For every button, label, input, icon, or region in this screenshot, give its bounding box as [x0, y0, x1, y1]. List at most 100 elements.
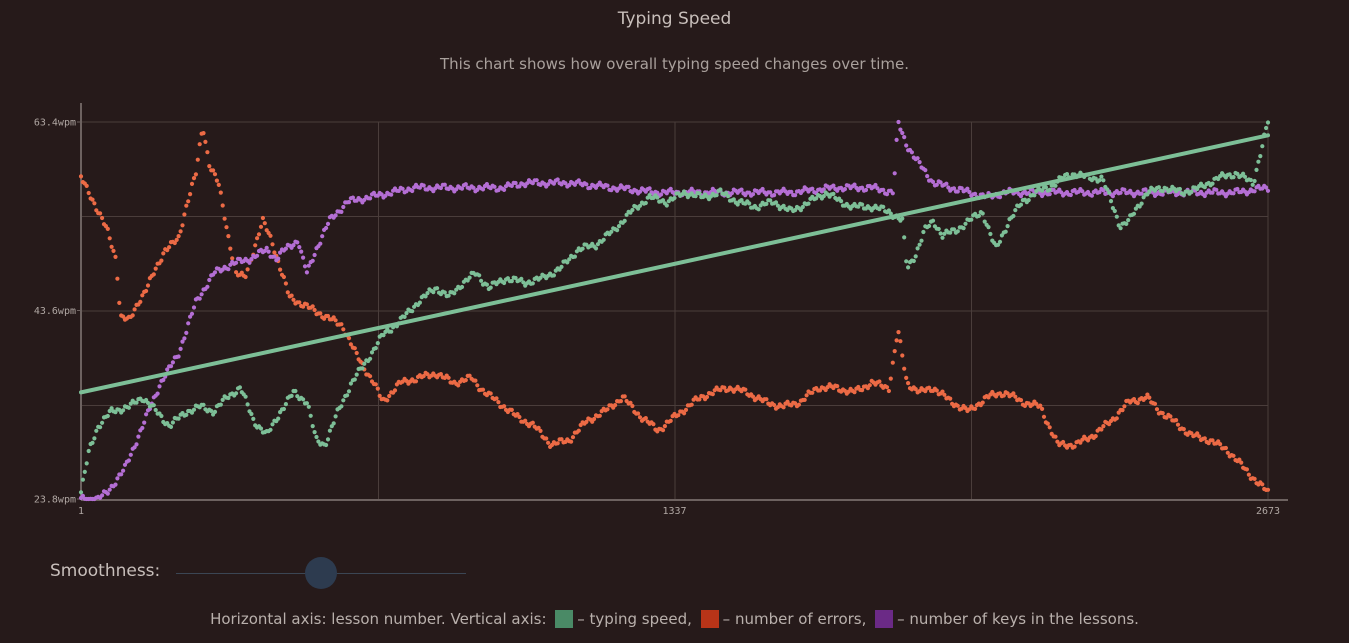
smoothness-slider[interactable] — [176, 556, 466, 590]
series-number-of-keys-in-the-lessons-point — [739, 187, 744, 192]
x-tick-label-1: 1337 — [662, 506, 686, 517]
series-number-of-errors-point — [1231, 453, 1236, 458]
series-typing-speed-point — [731, 197, 736, 202]
series-number-of-errors-point — [569, 439, 574, 444]
series-number-of-errors-point — [718, 388, 723, 393]
series-number-of-errors-point — [605, 407, 610, 412]
series-number-of-errors-point — [980, 400, 985, 405]
series-number-of-errors-point — [710, 392, 715, 397]
series-number-of-keys-in-the-lessons-point — [299, 249, 304, 254]
series-number-of-keys-in-the-lessons-point — [247, 260, 252, 265]
series-number-of-keys-in-the-lessons-point — [199, 292, 204, 297]
series-number-of-errors-point — [1001, 393, 1006, 398]
series-typing-speed-point — [1124, 221, 1129, 226]
series-number-of-keys-in-the-lessons-point — [875, 186, 880, 191]
series-typing-speed-point — [781, 203, 786, 208]
series-number-of-errors-point — [896, 330, 901, 335]
series-number-of-errors-point — [927, 385, 932, 390]
series-number-of-errors-point — [195, 157, 200, 162]
series-number-of-errors-point — [413, 379, 419, 384]
series-typing-speed-point — [955, 229, 960, 234]
series-number-of-keys-in-the-lessons-point — [272, 254, 277, 259]
series-number-of-keys-in-the-lessons-point — [915, 156, 920, 161]
series-number-of-errors-point — [304, 302, 309, 307]
series-number-of-errors-point — [475, 383, 480, 388]
series-typing-speed-point — [1202, 185, 1207, 190]
series-typing-speed-point — [324, 442, 329, 448]
series-number-of-errors-point — [494, 396, 499, 401]
series-typing-speed-point — [917, 242, 922, 247]
series-number-of-errors-point — [456, 383, 461, 388]
series-typing-speed-point — [821, 194, 826, 199]
series-typing-speed-point — [360, 366, 365, 371]
series-number-of-errors-point — [886, 388, 892, 394]
series-typing-speed-point — [402, 314, 407, 319]
series-typing-speed-point — [1264, 125, 1269, 131]
series-typing-speed-point — [94, 428, 99, 433]
series-number-of-keys-in-the-lessons-point — [180, 339, 185, 344]
series-number-of-keys-in-the-lessons-point — [896, 119, 901, 125]
series-number-of-errors-point — [1041, 414, 1047, 419]
legend-swatch-keys — [875, 610, 894, 628]
series-typing-speed-point — [793, 208, 798, 213]
series-typing-speed-point — [209, 408, 214, 413]
series-typing-speed-point — [739, 198, 744, 203]
series-typing-speed-point — [121, 408, 126, 413]
series-number-of-errors-point — [212, 172, 218, 177]
series-typing-speed-point — [301, 397, 306, 402]
series-typing-speed-point — [915, 246, 920, 251]
series-typing-speed-point — [191, 407, 197, 412]
series-number-of-errors-point — [189, 181, 195, 186]
series-number-of-errors-point — [940, 389, 945, 394]
series-number-of-errors-point — [1265, 487, 1271, 492]
series-number-of-errors-point — [285, 290, 290, 295]
series-number-of-errors-point — [546, 440, 551, 445]
series-number-of-keys-in-the-lessons-point — [339, 209, 344, 214]
series-typing-speed-point — [304, 401, 309, 406]
series-typing-speed-point — [505, 276, 510, 281]
series-number-of-errors-point — [234, 270, 239, 275]
series-number-of-keys-in-the-lessons-point — [234, 260, 239, 265]
series-number-of-errors-point — [339, 322, 344, 327]
series-number-of-keys-in-the-lessons-point — [502, 187, 507, 192]
series-typing-speed-point — [243, 394, 248, 399]
series-typing-speed-point — [660, 198, 666, 203]
series-number-of-keys-in-the-lessons-point — [967, 189, 972, 195]
series-number-of-errors-point — [892, 349, 897, 354]
series-number-of-errors-point — [1099, 427, 1104, 432]
series-number-of-errors-point — [180, 223, 185, 228]
series-typing-speed-point — [735, 202, 740, 207]
series-typing-speed-point — [1156, 185, 1161, 190]
smoothness-slider-knob[interactable] — [304, 557, 337, 589]
series-typing-speed-point — [1034, 189, 1039, 194]
series-number-of-errors-point — [530, 420, 535, 425]
series-typing-speed-point — [664, 203, 669, 208]
series-typing-speed-point — [327, 428, 332, 433]
series-typing-speed-point — [1145, 192, 1150, 197]
series-typing-speed-point — [425, 291, 430, 296]
series-typing-speed-point — [1181, 192, 1186, 197]
series-number-of-errors-point — [894, 338, 899, 343]
series-number-of-keys-in-the-lessons-point — [1059, 190, 1064, 195]
series-number-of-errors-point — [258, 224, 264, 229]
series-number-of-keys-in-the-lessons-point — [800, 188, 805, 193]
series-typing-speed-point — [637, 203, 643, 208]
series-number-of-keys-in-the-lessons-point — [890, 191, 895, 196]
series-typing-speed-point — [655, 195, 660, 200]
series-typing-speed-point — [1026, 198, 1031, 203]
series-number-of-keys-in-the-lessons-point — [534, 178, 539, 183]
series-typing-speed-point — [1248, 177, 1253, 183]
series-number-of-errors-point — [161, 251, 166, 256]
series-typing-speed-point — [1177, 186, 1182, 192]
series-number-of-errors-point — [184, 203, 189, 208]
series-number-of-errors-point — [660, 428, 666, 433]
series-typing-speed-point — [289, 393, 294, 398]
series-number-of-keys-in-the-lessons-point — [346, 200, 352, 205]
series-number-of-errors-point — [584, 419, 589, 424]
series-typing-speed-point — [747, 201, 752, 206]
series-number-of-errors-point — [890, 360, 895, 365]
series-number-of-errors-point — [1018, 398, 1024, 403]
series-number-of-keys-in-the-lessons-point — [965, 186, 970, 191]
series-number-of-errors-point — [245, 267, 250, 272]
series-number-of-keys-in-the-lessons-point — [237, 256, 242, 262]
